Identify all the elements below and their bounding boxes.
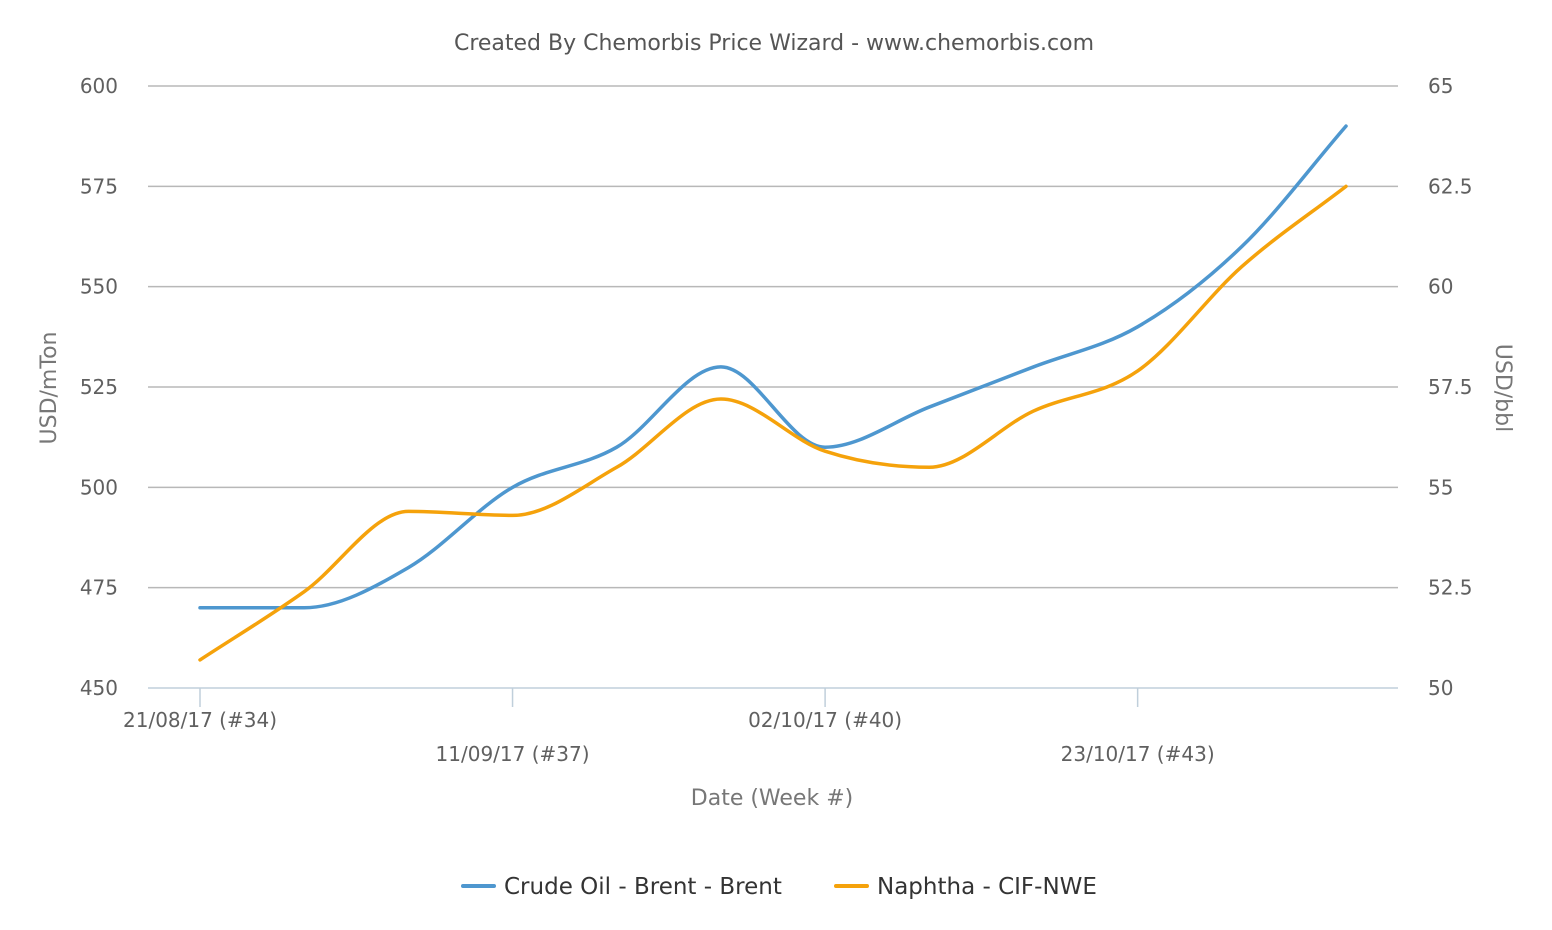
y2-tick-label: 57.5: [1428, 375, 1473, 399]
y2-tick-label: 65: [1428, 74, 1453, 98]
y-tick-label: 450: [80, 676, 118, 700]
y-tick-label: 475: [80, 576, 118, 600]
y-tick-label: 600: [80, 74, 118, 98]
series-line-naphtha-cif-nwe: [198, 184, 1348, 662]
legend-item[interactable]: Crude Oil - Brent - Brent: [461, 874, 782, 900]
y2-tick-label: 52.5: [1428, 576, 1473, 600]
y-axis-right: 50 52.5 55 57.5 60 62.5 65: [1428, 74, 1473, 700]
legend-item[interactable]: Naphtha - CIF-NWE: [834, 874, 1097, 900]
legend-label: Crude Oil - Brent - Brent: [504, 874, 782, 900]
y-tick-label: 500: [80, 475, 118, 499]
legend-label: Naphtha - CIF-NWE: [877, 874, 1097, 900]
y2-tick-label: 60: [1428, 275, 1453, 299]
series-line-crude-oil-brent-brent: [198, 124, 1348, 610]
y-axis-left-title: USD/mTon: [37, 332, 62, 445]
x-tick-label: 02/10/17 (#40): [748, 708, 902, 732]
x-tick-label: 21/08/17 (#34): [123, 708, 277, 732]
x-tick-label: 23/10/17 (#43): [1061, 742, 1215, 766]
y2-tick-label: 50: [1428, 676, 1453, 700]
x-tick-label: 11/09/17 (#37): [436, 742, 590, 766]
x-axis-title: Date (Week #): [691, 786, 853, 811]
gridlines: [148, 85, 1398, 589]
y-tick-label: 575: [80, 174, 118, 198]
series-lines: [198, 124, 1348, 662]
y-axis-right-title: USD/bbl: [1490, 344, 1515, 432]
x-axis: 21/08/17 (#34) 11/09/17 (#37) 02/10/17 (#4…: [123, 687, 1398, 766]
y-tick-label: 525: [80, 375, 118, 399]
y-axis-left: 450 475 500 525 550 575 600: [80, 74, 118, 700]
y-tick-label: 550: [80, 275, 118, 299]
chart-title: Created By Chemorbis Price Wizard - www.…: [454, 31, 1094, 56]
y2-tick-label: 55: [1428, 475, 1453, 499]
legend: Crude Oil - Brent - Brent Naphtha - CIF-N…: [461, 874, 1097, 900]
y2-tick-label: 62.5: [1428, 174, 1473, 198]
